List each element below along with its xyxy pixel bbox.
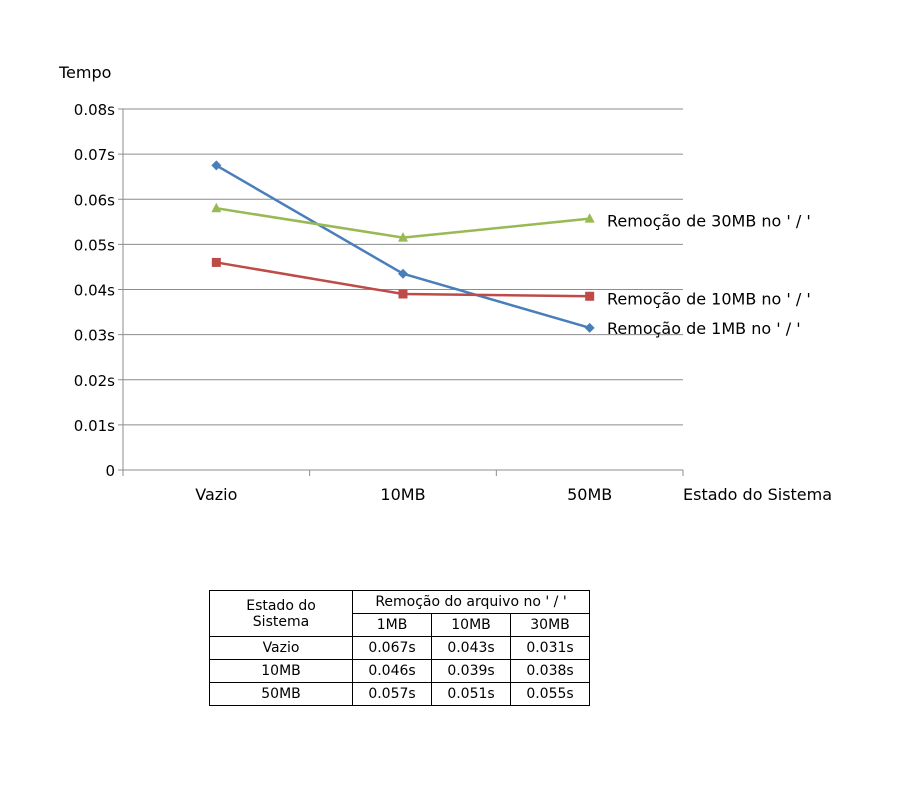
x-tick-label: 50MB <box>567 485 612 504</box>
table-row-label: 10MB <box>209 659 353 683</box>
data-table: Estado do Sistema Remoção do arquivo no … <box>209 590 590 706</box>
table-column-header: 10MB <box>431 613 511 637</box>
data-point-square <box>211 257 221 267</box>
table-cell: 0.051s <box>431 682 511 706</box>
data-point-diamond <box>584 322 595 333</box>
table-cell: 0.057s <box>352 682 432 706</box>
data-point-square <box>398 289 408 299</box>
table-cell: 0.039s <box>431 659 511 683</box>
y-tick-label: 0.08s <box>74 101 115 119</box>
table-cell: 0.046s <box>352 659 432 683</box>
series-label: Remoção de 30MB no ' / ' <box>607 212 811 231</box>
labels: 0 0.01s 0.02s 0.03s 0.04s 0.05s 0.06s 0.07s 0.08… <box>74 101 811 504</box>
table-column-header: 30MB <box>510 613 590 637</box>
line-chart: 0 0.01s 0.02s 0.03s 0.04s 0.05s 0.06s 0.07s 0.08… <box>58 63 832 504</box>
series-label: Remoção de 1MB no ' / ' <box>607 319 801 338</box>
table-cell: 0.031s <box>510 636 590 660</box>
table-cell: 0.043s <box>431 636 511 660</box>
series <box>211 160 595 333</box>
data-point-triangle <box>211 202 222 213</box>
data-point-diamond <box>211 160 222 171</box>
table-column-header: 1MB <box>352 613 432 637</box>
table-row: 50MB 0.057s 0.051s 0.055s <box>209 682 590 706</box>
table-cell: 0.055s <box>510 682 590 706</box>
y-tick-label: 0.07s <box>74 146 115 164</box>
x-axis-title: Estado do Sistema <box>683 485 832 504</box>
x-tick-label: 10MB <box>380 485 425 504</box>
y-tick-label: 0.01s <box>74 417 115 435</box>
x-tick-label: Vazio <box>195 485 237 504</box>
series-line <box>215 164 591 330</box>
table-header-row: Estado do Sistema Remoção do arquivo no … <box>209 590 590 637</box>
table-row: Vazio 0.067s 0.043s 0.031s <box>209 636 590 660</box>
table-row-label: Vazio <box>209 636 353 660</box>
series-label: Remoção de 10MB no ' / ' <box>607 289 811 308</box>
y-tick-label: 0 <box>105 462 115 480</box>
y-tick-label: 0.05s <box>74 236 115 254</box>
data-point-triangle <box>398 232 408 242</box>
y-tick-label: 0.06s <box>74 191 115 209</box>
table-corner-header: Estado do Sistema <box>209 590 353 637</box>
table-cell: 0.067s <box>352 636 432 660</box>
axes <box>118 108 684 476</box>
data-point-square <box>585 291 595 301</box>
y-tick-label: 0.02s <box>74 372 115 390</box>
data-point-triangle <box>584 213 595 223</box>
table-group-header: Remoção do arquivo no ' / ' <box>352 590 590 614</box>
y-tick-label: 0.04s <box>74 282 115 300</box>
gridlines <box>123 108 683 426</box>
y-tick-label: 0.03s <box>74 327 115 345</box>
table-subheader-row: 1MB 10MB 30MB <box>210 613 590 637</box>
table-cell: 0.038s <box>510 659 590 683</box>
y-axis-title: Tempo <box>58 63 111 82</box>
table-row-label: 50MB <box>209 682 353 706</box>
table-row: 10MB 0.046s 0.039s 0.038s <box>209 659 590 683</box>
data-point-diamond <box>398 268 408 279</box>
